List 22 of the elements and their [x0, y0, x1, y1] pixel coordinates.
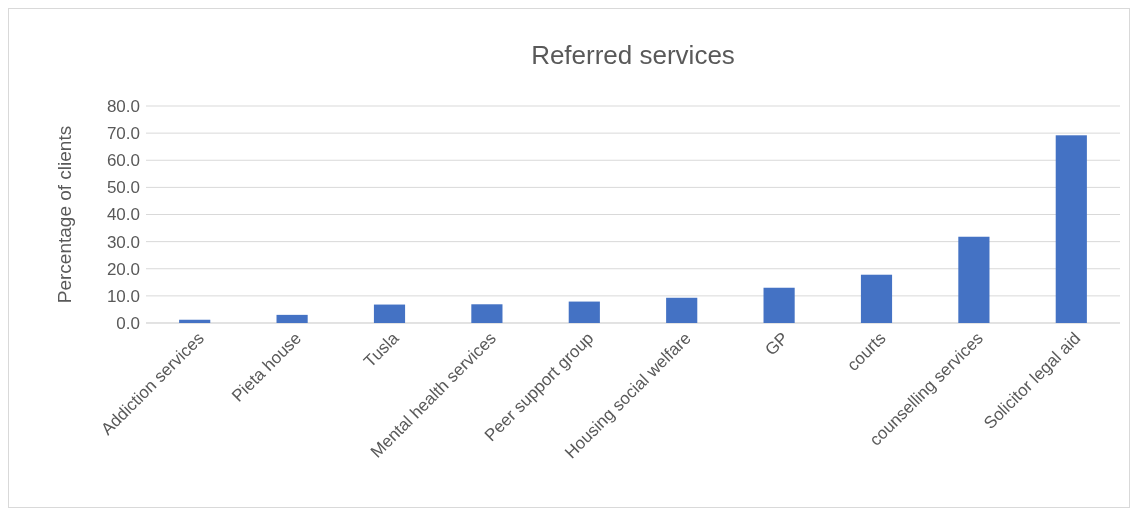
chart-title: Referred services: [531, 40, 735, 70]
bar: [568, 301, 600, 323]
y-axis-title: Percentage of clients: [54, 125, 75, 304]
y-tick-label: 50.0: [106, 178, 140, 198]
bar: [1055, 135, 1087, 323]
y-tick-label: 0.0: [116, 313, 140, 333]
y-tick-label: 30.0: [106, 232, 140, 252]
bar: [471, 304, 503, 323]
bar: [373, 304, 406, 323]
y-tick-label: 40.0: [106, 205, 140, 225]
x-tick-label: GP: [761, 328, 793, 360]
y-tick-label: 60.0: [106, 151, 140, 171]
y-tick-label: 80.0: [106, 96, 140, 116]
y-tick-label: 20.0: [106, 259, 140, 279]
bar: [860, 274, 893, 323]
bar: [179, 319, 211, 323]
bar: [763, 287, 795, 323]
bar: [958, 236, 990, 323]
bar: [666, 297, 698, 323]
y-tick-label: 70.0: [106, 124, 140, 144]
bar: [276, 314, 308, 323]
y-tick-label: 10.0: [106, 286, 140, 306]
